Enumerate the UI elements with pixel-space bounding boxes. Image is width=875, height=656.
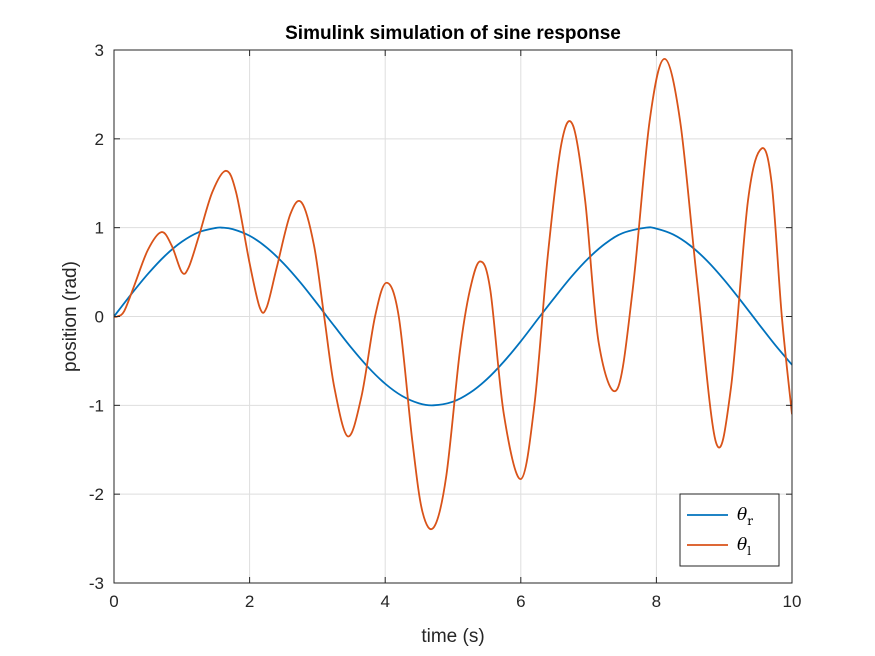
y-axis-label: position (rad)	[60, 261, 81, 372]
legend-item-l: θl	[687, 535, 751, 558]
legend-symbol: θ	[737, 535, 747, 555]
y-tick-label: 0	[95, 308, 104, 327]
x-axis-label: time (s)	[421, 626, 484, 647]
chart-title: Simulink simulation of sine response	[285, 23, 621, 44]
y-tick-label: -3	[89, 574, 104, 593]
x-tick-label: 0	[109, 592, 118, 611]
x-tick-label: 6	[516, 592, 525, 611]
y-tick-label: 3	[95, 41, 104, 60]
y-tick-label: 2	[95, 130, 104, 149]
series-layer	[114, 57, 792, 531]
legend-subscript: r	[747, 514, 753, 528]
x-tick-label: 4	[380, 592, 389, 611]
legend-subscript: l	[747, 544, 751, 558]
legend-label: θr	[737, 505, 753, 528]
x-tick-label: 10	[783, 592, 802, 611]
x-tick-label: 8	[652, 592, 661, 611]
legend-label: θl	[737, 535, 751, 558]
series-line-r	[114, 226, 792, 407]
legend-box	[679, 493, 780, 567]
series-line-l	[114, 57, 792, 531]
y-tick-label: -1	[89, 396, 104, 415]
ticks: 0 2 4 6 8 10 -3 -2 -1 0 1 2 3	[89, 41, 802, 611]
y-tick-label: -2	[89, 485, 104, 504]
y-tick-label: 1	[95, 219, 104, 238]
x-tick-label: 2	[245, 592, 254, 611]
legend-symbol: θ	[737, 505, 747, 525]
legend-item-r: θr	[687, 505, 753, 528]
